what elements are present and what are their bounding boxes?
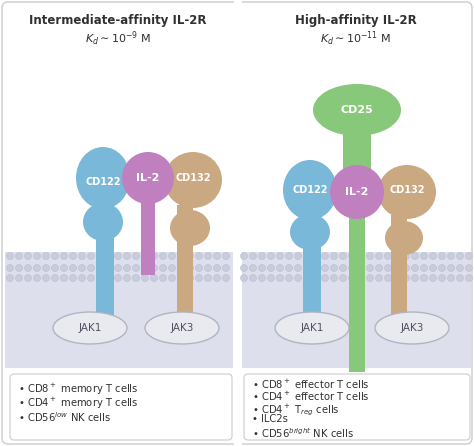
Ellipse shape xyxy=(88,252,94,260)
Ellipse shape xyxy=(195,264,202,272)
Ellipse shape xyxy=(276,274,283,281)
Ellipse shape xyxy=(25,252,31,260)
Ellipse shape xyxy=(312,264,319,272)
Ellipse shape xyxy=(321,252,328,260)
Ellipse shape xyxy=(115,274,121,281)
Text: CD122: CD122 xyxy=(85,177,121,187)
Ellipse shape xyxy=(294,264,301,272)
Ellipse shape xyxy=(283,160,337,220)
Ellipse shape xyxy=(411,264,419,272)
Ellipse shape xyxy=(321,264,328,272)
Ellipse shape xyxy=(213,274,220,281)
Ellipse shape xyxy=(294,274,301,281)
Bar xyxy=(96,175,114,340)
Ellipse shape xyxy=(34,274,40,281)
Ellipse shape xyxy=(411,252,419,260)
Ellipse shape xyxy=(303,274,310,281)
Ellipse shape xyxy=(348,264,356,272)
Ellipse shape xyxy=(16,252,22,260)
Text: CD132: CD132 xyxy=(175,173,211,183)
Ellipse shape xyxy=(106,252,112,260)
Ellipse shape xyxy=(384,252,392,260)
Ellipse shape xyxy=(267,274,274,281)
Bar xyxy=(349,217,365,372)
Ellipse shape xyxy=(465,252,473,260)
Ellipse shape xyxy=(222,252,229,260)
Ellipse shape xyxy=(393,274,401,281)
Ellipse shape xyxy=(249,264,256,272)
FancyBboxPatch shape xyxy=(5,252,233,368)
Ellipse shape xyxy=(456,252,464,260)
Ellipse shape xyxy=(177,252,184,260)
Ellipse shape xyxy=(222,274,229,281)
Ellipse shape xyxy=(88,264,94,272)
Ellipse shape xyxy=(267,252,274,260)
Ellipse shape xyxy=(276,252,283,260)
Ellipse shape xyxy=(34,264,40,272)
Ellipse shape xyxy=(249,274,256,281)
Ellipse shape xyxy=(159,264,166,272)
Ellipse shape xyxy=(170,210,210,246)
Ellipse shape xyxy=(330,252,337,260)
Text: • ILC2s: • ILC2s xyxy=(252,414,288,424)
Ellipse shape xyxy=(16,274,22,281)
Ellipse shape xyxy=(249,252,256,260)
Text: CD122: CD122 xyxy=(292,185,328,195)
Ellipse shape xyxy=(357,274,365,281)
Text: • CD56$^{low}$ NK cells: • CD56$^{low}$ NK cells xyxy=(18,410,111,424)
Ellipse shape xyxy=(52,252,58,260)
Ellipse shape xyxy=(106,264,112,272)
Text: CD132: CD132 xyxy=(389,185,425,195)
Ellipse shape xyxy=(385,221,423,255)
Text: • CD4$^+$ memory T cells: • CD4$^+$ memory T cells xyxy=(18,396,138,411)
Ellipse shape xyxy=(159,274,166,281)
Text: CD25: CD25 xyxy=(341,105,374,115)
Text: JAK3: JAK3 xyxy=(401,323,424,333)
Text: Intermediate-affinity IL-2R: Intermediate-affinity IL-2R xyxy=(29,14,207,27)
Ellipse shape xyxy=(456,274,464,281)
FancyBboxPatch shape xyxy=(241,252,471,368)
Ellipse shape xyxy=(258,252,265,260)
Ellipse shape xyxy=(303,252,310,260)
Ellipse shape xyxy=(312,252,319,260)
Ellipse shape xyxy=(168,252,175,260)
Text: • CD4$^+$ T$_{reg}$ cells: • CD4$^+$ T$_{reg}$ cells xyxy=(252,402,339,417)
Bar xyxy=(343,128,371,188)
Ellipse shape xyxy=(7,274,13,281)
Ellipse shape xyxy=(97,252,103,260)
Ellipse shape xyxy=(213,264,220,272)
Ellipse shape xyxy=(177,274,184,281)
Ellipse shape xyxy=(61,264,67,272)
Text: • CD56$^{bright}$ NK cells: • CD56$^{bright}$ NK cells xyxy=(252,426,354,440)
Ellipse shape xyxy=(195,252,202,260)
Ellipse shape xyxy=(276,264,283,272)
Ellipse shape xyxy=(151,264,157,272)
Ellipse shape xyxy=(240,264,247,272)
FancyBboxPatch shape xyxy=(10,374,232,440)
Ellipse shape xyxy=(438,252,446,260)
Circle shape xyxy=(330,165,384,219)
Ellipse shape xyxy=(164,152,222,208)
Text: High-affinity IL-2R: High-affinity IL-2R xyxy=(295,14,417,27)
Ellipse shape xyxy=(70,264,76,272)
Ellipse shape xyxy=(290,214,330,250)
Ellipse shape xyxy=(124,252,130,260)
Ellipse shape xyxy=(420,264,428,272)
Ellipse shape xyxy=(275,312,349,344)
Ellipse shape xyxy=(330,274,337,281)
Ellipse shape xyxy=(378,165,436,219)
Ellipse shape xyxy=(151,252,157,260)
Ellipse shape xyxy=(97,274,103,281)
Ellipse shape xyxy=(43,274,49,281)
Bar xyxy=(303,185,321,340)
Ellipse shape xyxy=(115,252,121,260)
Ellipse shape xyxy=(384,274,392,281)
Text: JAK3: JAK3 xyxy=(170,323,194,333)
Ellipse shape xyxy=(204,264,211,272)
Ellipse shape xyxy=(76,147,130,209)
Ellipse shape xyxy=(312,274,319,281)
Ellipse shape xyxy=(339,252,346,260)
Ellipse shape xyxy=(393,264,401,272)
Ellipse shape xyxy=(142,264,148,272)
